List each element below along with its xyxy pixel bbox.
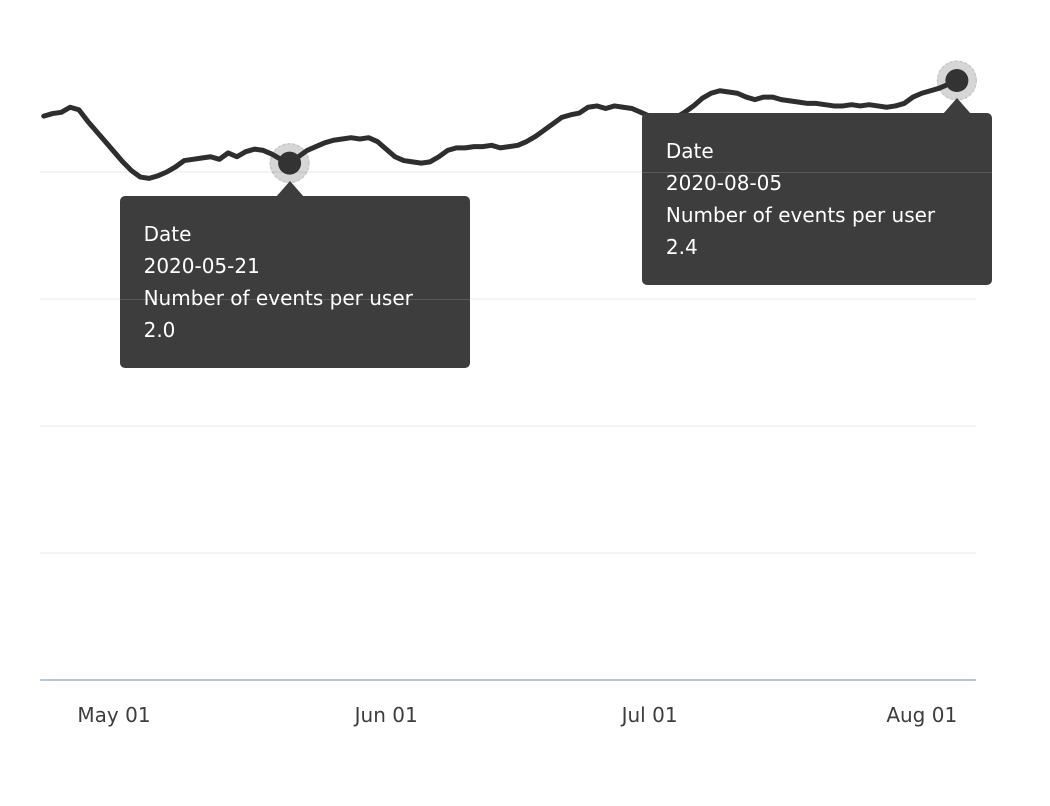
tooltip-x-label: Date <box>143 222 192 247</box>
tooltip-caret-icon <box>275 181 304 198</box>
tooltip-series-label: Number of events per user <box>665 202 936 227</box>
tooltip-x-value: 2020-05-21 <box>143 254 260 279</box>
tooltip-caret-icon <box>942 97 971 114</box>
tooltip-x-value: 2020-08-05 <box>665 170 783 195</box>
chart-tooltip: Date 2020-05-21 Number of events per use… <box>119 181 470 369</box>
tooltip-x-label: Date <box>665 138 714 163</box>
chart-tooltip: Date 2020-08-05 Number of events per use… <box>641 97 992 285</box>
tooltip-series-label: Number of events per user <box>143 286 413 311</box>
tooltip-series-value: 2.0 <box>143 318 176 343</box>
tooltip-series-value: 2.4 <box>665 234 698 259</box>
